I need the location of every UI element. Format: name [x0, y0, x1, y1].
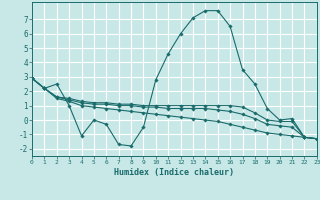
X-axis label: Humidex (Indice chaleur): Humidex (Indice chaleur) [115, 168, 234, 177]
